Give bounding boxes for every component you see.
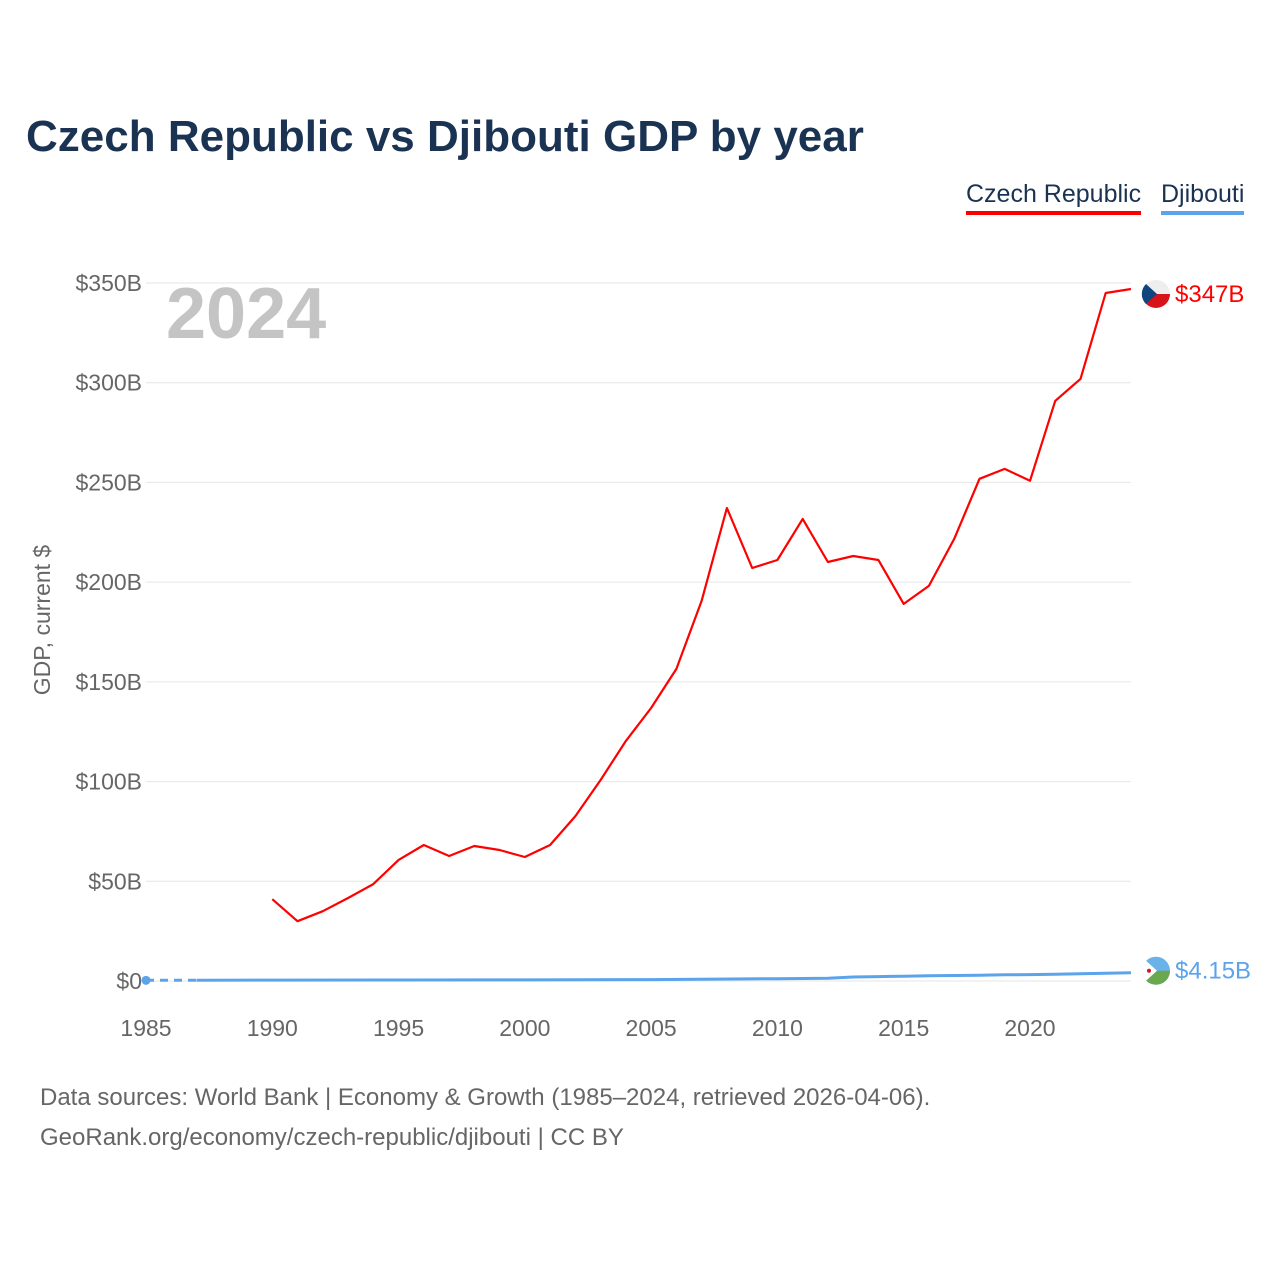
y-tick-label: $300B [75,370,142,396]
x-tick-label: 1990 [247,1015,298,1041]
y-tick-label: $50B [88,868,142,894]
chart-title: Czech Republic vs Djibouti GDP by year [26,112,864,161]
y-tick-label: $350B [75,270,142,296]
y-tick-label: $150B [75,669,142,695]
x-tick-label: 1985 [120,1015,171,1041]
czech-flag-triangle [1141,283,1157,304]
footer-sources: Data sources: World Bank | Economy & Gro… [40,1084,931,1111]
x-tick-label: 1995 [373,1015,424,1041]
series-line-czech-republic [271,287,1132,923]
x-tick-label: 2000 [499,1015,550,1041]
legend-djibouti[interactable]: Djibouti [1161,180,1245,215]
x-tick-label: 2005 [626,1015,677,1041]
end-label-czech-republic: $347B [1175,281,1244,308]
y-tick-label: $0 [116,968,142,994]
djibouti-flag-star [1147,968,1151,973]
y-tick-label: $100B [75,769,142,795]
x-tick-label: 2015 [878,1015,929,1041]
x-tick-label: 2010 [752,1015,803,1041]
y-axis-label: GDP, current $ [29,545,55,696]
data-point-djibouti [141,975,151,985]
x-tick-label: 2020 [1004,1015,1055,1041]
y-tick-label: $200B [75,569,142,595]
legend-czech-republic[interactable]: Czech Republic [966,180,1142,215]
year-watermark: 2024 [166,274,326,354]
footer-link[interactable]: GeoRank.org/economy/czech-republic/djibo… [40,1124,624,1151]
series-line-djibouti [196,971,1132,982]
end-label-djibouti: $4.15B [1175,958,1251,985]
y-tick-label: $250B [75,469,142,495]
